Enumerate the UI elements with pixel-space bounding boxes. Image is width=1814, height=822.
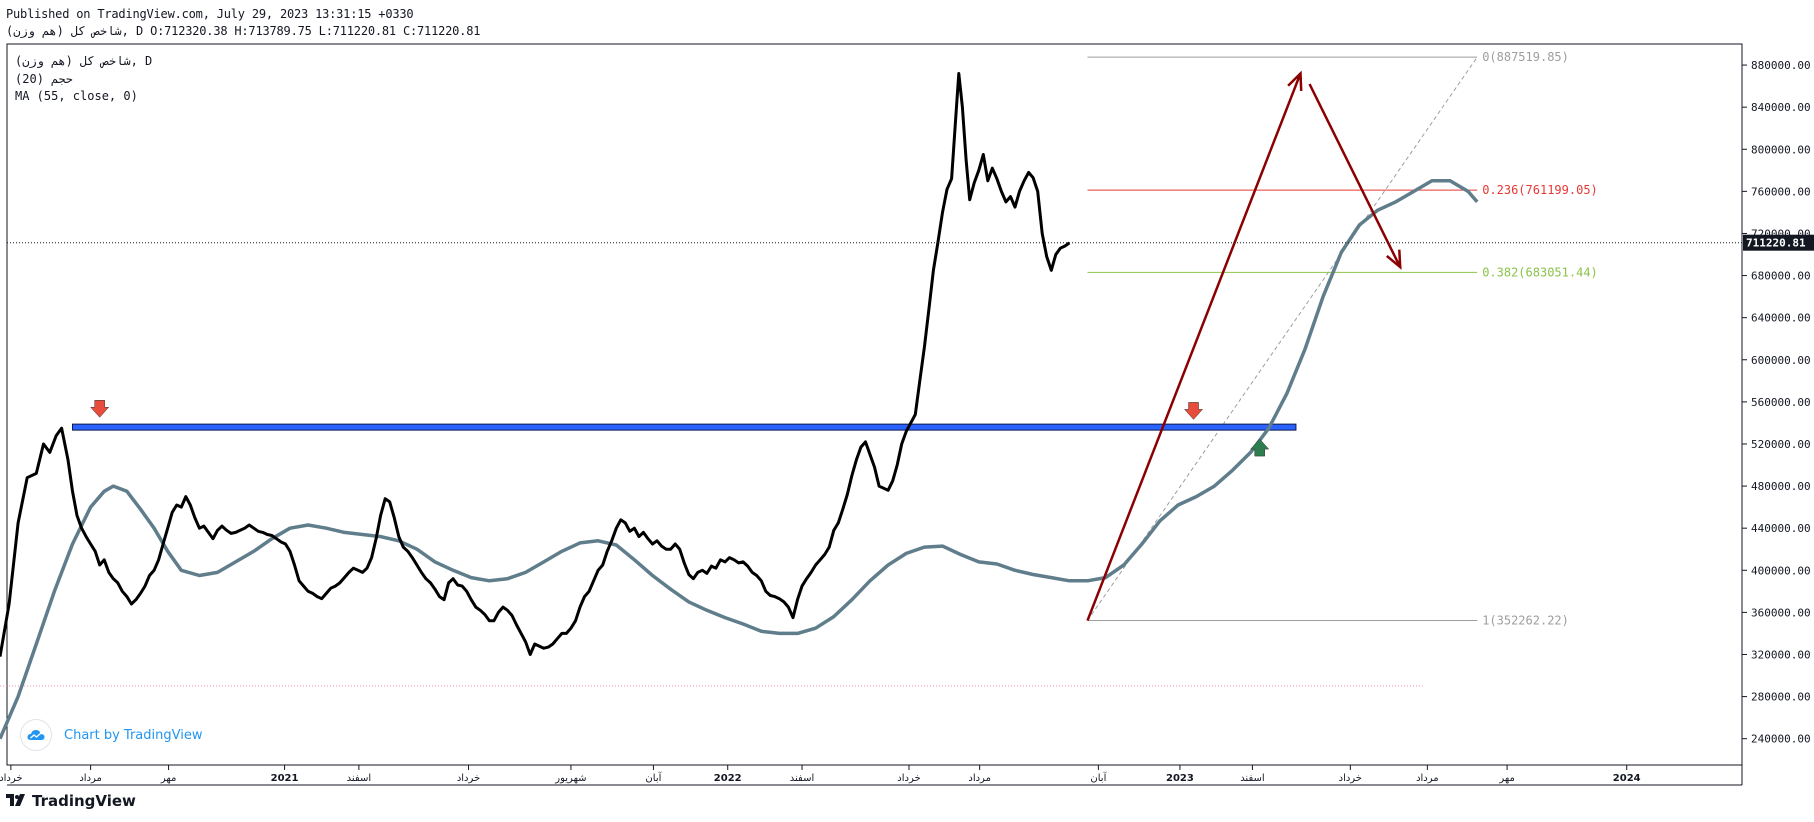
x-tick-label: خرداد bbox=[0, 773, 23, 784]
trend-arrow-1 bbox=[1086, 73, 1302, 621]
legend-ma: MA (55, close, 0) bbox=[15, 89, 138, 103]
y-tick-label: 880000.00 bbox=[1751, 59, 1811, 72]
y-tick-label: 600000.00 bbox=[1751, 354, 1811, 367]
x-tick-label: 2023 bbox=[1166, 773, 1194, 784]
x-tick-label: شهریور bbox=[554, 773, 586, 784]
x-tick-label: مرداد bbox=[968, 773, 991, 784]
resistance-band bbox=[72, 423, 1297, 431]
y-tick-label: 560000.00 bbox=[1751, 396, 1811, 409]
price-line bbox=[0, 72, 1071, 657]
legend-symbol: شاخص کل (هم وزن), D bbox=[15, 54, 153, 68]
trend-arrow-head-1 bbox=[1287, 70, 1303, 91]
x-tick-label: اسفند bbox=[347, 773, 371, 784]
x-tick-label: آبان bbox=[1090, 771, 1107, 784]
x-tick-label: 2022 bbox=[714, 773, 742, 784]
y-tick-label: 360000.00 bbox=[1751, 606, 1811, 619]
cloud-logo-icon bbox=[20, 719, 52, 751]
arrow-up-icon bbox=[1250, 438, 1270, 457]
tradingview-logo-icon bbox=[6, 792, 28, 810]
y-tick-label: 760000.00 bbox=[1751, 185, 1811, 198]
fib-level-1-label: 1(352262.22) bbox=[1482, 614, 1569, 628]
x-tick-label: مرداد bbox=[1416, 773, 1439, 784]
x-tick-label: اسفند bbox=[790, 773, 814, 784]
current-price-tag bbox=[1743, 234, 1814, 251]
y-tick-label: 240000.00 bbox=[1751, 733, 1811, 746]
fib-level-0236-label: 0.236(761199.05) bbox=[1482, 183, 1598, 197]
trend-arrow-head-2 bbox=[1385, 249, 1402, 270]
y-tick-label: 840000.00 bbox=[1751, 101, 1811, 114]
x-tick-label: آبان bbox=[645, 771, 662, 784]
x-tick-label: خرداد bbox=[897, 773, 920, 784]
brand-label: TradingView bbox=[32, 792, 136, 810]
arrow-down-icon bbox=[1183, 402, 1204, 420]
x-tick-label: مهر bbox=[160, 773, 176, 784]
fib-level-0382-label: 0.382(683051.44) bbox=[1482, 265, 1598, 279]
arrow-down-icon bbox=[90, 400, 110, 418]
x-tick-label: 2024 bbox=[1613, 773, 1641, 784]
x-tick-label: مرداد bbox=[79, 773, 102, 784]
y-tick-label: 800000.00 bbox=[1751, 143, 1811, 156]
fib-level-0-label: 0(887519.85) bbox=[1482, 50, 1569, 64]
y-tick-label: 680000.00 bbox=[1751, 270, 1811, 283]
x-tick-label: مهر bbox=[1498, 773, 1514, 784]
attribution-label: Chart by TradingView bbox=[64, 727, 203, 743]
y-tick-label: 480000.00 bbox=[1751, 480, 1811, 493]
y-tick-label: 280000.00 bbox=[1751, 691, 1811, 704]
ohlc-line: شاخص کل (هم وزن), D O:712320.38 H:713789… bbox=[6, 24, 481, 38]
trend-arrow-2 bbox=[1308, 83, 1402, 268]
y-tick-label: 640000.00 bbox=[1751, 312, 1811, 325]
tradingview-logo[interactable]: TradingView bbox=[6, 792, 136, 810]
x-tick-label: 2021 bbox=[271, 773, 299, 784]
y-tick-label: 440000.00 bbox=[1751, 522, 1811, 535]
published-line: Published on TradingView.com, July 29, 2… bbox=[6, 7, 414, 21]
plot-frame bbox=[6, 43, 1743, 766]
x-tick-label: خرداد bbox=[1339, 773, 1362, 784]
x-tick-label: خرداد bbox=[457, 773, 480, 784]
ma-line bbox=[0, 179, 1479, 740]
x-tick-label: اسفند bbox=[1240, 773, 1264, 784]
current-price-label: 711220.81 bbox=[1746, 237, 1806, 250]
y-tick-label: 520000.00 bbox=[1751, 438, 1811, 451]
chart-attribution[interactable]: Chart by TradingView bbox=[20, 719, 203, 751]
fib-trend-line bbox=[1087, 56, 1478, 621]
y-tick-label: 400000.00 bbox=[1751, 564, 1811, 577]
legend-volume: حجم (20) bbox=[15, 72, 73, 86]
y-tick-label: 320000.00 bbox=[1751, 648, 1811, 661]
